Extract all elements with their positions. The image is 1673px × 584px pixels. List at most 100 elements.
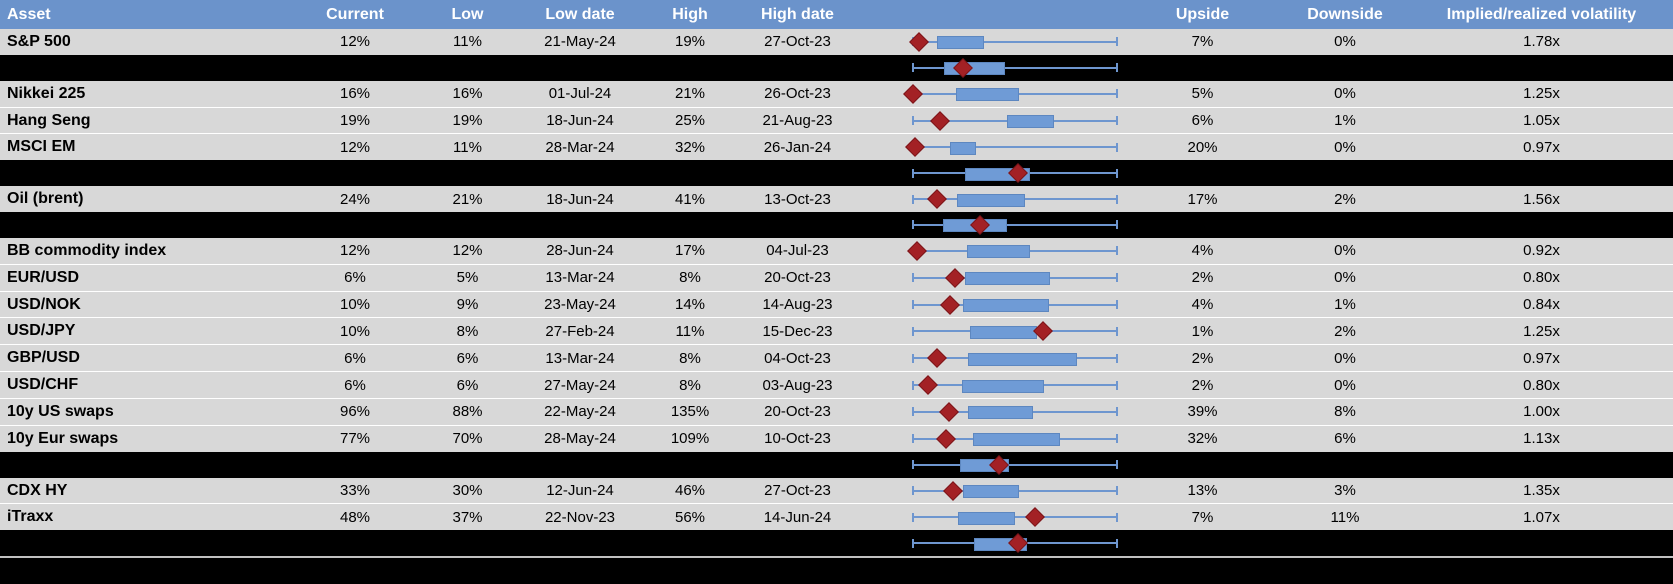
- range-boxplot: [860, 452, 1125, 478]
- range-boxplot: [860, 160, 1125, 186]
- table-row: [0, 160, 1673, 187]
- cell-low-date: 28-Jun-24: [546, 242, 614, 260]
- cell-low-date: 01-Jul-24: [548, 85, 612, 103]
- cell-downside: [1280, 212, 1410, 238]
- cell-asset: BB commodity index: [7, 241, 167, 259]
- cell-low: [420, 160, 515, 186]
- cell-high: [645, 212, 735, 238]
- cell-downside: 0%: [1334, 85, 1356, 103]
- cell-implied-realized: [1410, 452, 1673, 478]
- cell-implied-realized: 0.97x: [1523, 349, 1560, 367]
- cell-downside: [1280, 452, 1410, 478]
- whisker-cap-left: [912, 63, 914, 73]
- cell-current: [290, 160, 420, 186]
- whisker-line: [913, 223, 1117, 226]
- range-boxplot: [860, 372, 1125, 398]
- cell-downside: 0%: [1334, 33, 1356, 51]
- table-row: USD/NOK 10% 9% 23-May-24 14% 14-Aug-23 4…: [0, 290, 1673, 318]
- cell-high: 17%: [674, 242, 706, 260]
- cell-current: 12%: [339, 242, 371, 260]
- cell-current: 12%: [339, 33, 371, 51]
- range-boxplot: [860, 426, 1125, 452]
- whisker-cap-left: [912, 460, 914, 470]
- range-box: [968, 406, 1034, 420]
- cell-high: 41%: [674, 190, 706, 208]
- cell-asset: 10y US swaps: [7, 402, 114, 420]
- cell-low: 11%: [453, 33, 482, 51]
- cell-upside: 17%: [1187, 190, 1218, 208]
- whisker-line: [913, 146, 1117, 149]
- cell-low: 16%: [452, 85, 483, 103]
- cell-high-date: [735, 558, 860, 584]
- table-row: BB commodity index 12% 12% 28-Jun-24 17%…: [0, 237, 1673, 264]
- cell-implied-realized: 1.25x: [1523, 322, 1560, 340]
- cell-upside: 6%: [1191, 112, 1214, 129]
- cell-high: 8%: [679, 349, 701, 367]
- cell-low-date: 27-Feb-24: [545, 322, 615, 340]
- range-boxplot: [860, 530, 1125, 556]
- cell-upside: 7%: [1191, 508, 1214, 526]
- current-level-diamond-icon: [935, 428, 956, 449]
- cell-low: 21%: [452, 190, 483, 208]
- whisker-cap-left: [912, 512, 914, 522]
- cell-implied-realized: [1410, 212, 1673, 238]
- cell-current: [290, 530, 420, 556]
- cell-asset: GBP/USD: [7, 349, 80, 367]
- cell-low: [420, 558, 515, 584]
- cell-low: 11%: [453, 138, 482, 156]
- table-row: Nikkei 225 16% 16% 01-Jul-24 21% 26-Oct-…: [0, 80, 1673, 107]
- cell-upside: 2%: [1191, 376, 1214, 394]
- cell-low-date: 12-Jun-24: [546, 482, 614, 500]
- cell-downside: 1%: [1334, 112, 1356, 129]
- cell-low-date: 18-Jun-24: [546, 112, 614, 129]
- whisker-cap-left: [912, 273, 914, 283]
- cell-upside: 20%: [1187, 138, 1218, 156]
- cell-current: [290, 452, 420, 478]
- cell-implied-realized: [1410, 160, 1673, 186]
- whisker-line: [913, 516, 1117, 519]
- cell-low-date: 23-May-24: [544, 296, 616, 314]
- cell-asset: [0, 55, 290, 81]
- cell-upside: [1125, 530, 1280, 556]
- whisker-cap-left: [912, 168, 914, 178]
- cell-high: 32%: [674, 138, 706, 156]
- cell-high-date: [735, 212, 860, 238]
- whisker-cap-right: [1116, 300, 1118, 310]
- cell-current: 19%: [339, 112, 371, 129]
- cell-low-date: 28-May-24: [544, 430, 616, 448]
- range-boxplot: [860, 399, 1125, 425]
- range-boxplot: [860, 504, 1125, 530]
- cell-high: 46%: [674, 482, 706, 500]
- cell-high: 21%: [674, 85, 706, 103]
- current-level-diamond-icon: [939, 294, 960, 315]
- whisker-cap-right: [1116, 63, 1118, 73]
- cell-low-date: [515, 558, 645, 584]
- cell-downside: [1280, 160, 1410, 186]
- range-boxplot: [860, 558, 1125, 584]
- cell-upside: 7%: [1191, 33, 1214, 51]
- whisker-cap-right: [1116, 194, 1118, 204]
- cell-downside: 3%: [1334, 482, 1356, 500]
- header-high: High: [672, 5, 708, 23]
- range-boxplot: [860, 345, 1125, 371]
- range-box: [970, 325, 1038, 339]
- cell-low-date: [515, 212, 645, 238]
- cell-current: 77%: [339, 430, 371, 448]
- whisker-cap-right: [1116, 220, 1118, 230]
- cell-downside: 2%: [1334, 322, 1356, 340]
- whisker-cap-right: [1116, 326, 1118, 336]
- current-level-diamond-icon: [918, 375, 939, 395]
- cell-downside: 0%: [1334, 269, 1356, 287]
- table-row: S&P 500 12% 11% 21-May-24 19% 27-Oct-23 …: [0, 29, 1673, 55]
- current-level-diamond-icon: [943, 480, 963, 501]
- range-box: [962, 485, 1020, 499]
- range-boxplot: [860, 478, 1125, 504]
- cell-low-date: [515, 530, 645, 556]
- range-boxplot: [860, 265, 1125, 291]
- whisker-cap-right: [1116, 246, 1118, 256]
- cell-downside: 0%: [1334, 138, 1356, 156]
- whisker-cap-right: [1116, 512, 1118, 522]
- whisker-cap-left: [912, 538, 914, 548]
- cell-high: [645, 55, 735, 81]
